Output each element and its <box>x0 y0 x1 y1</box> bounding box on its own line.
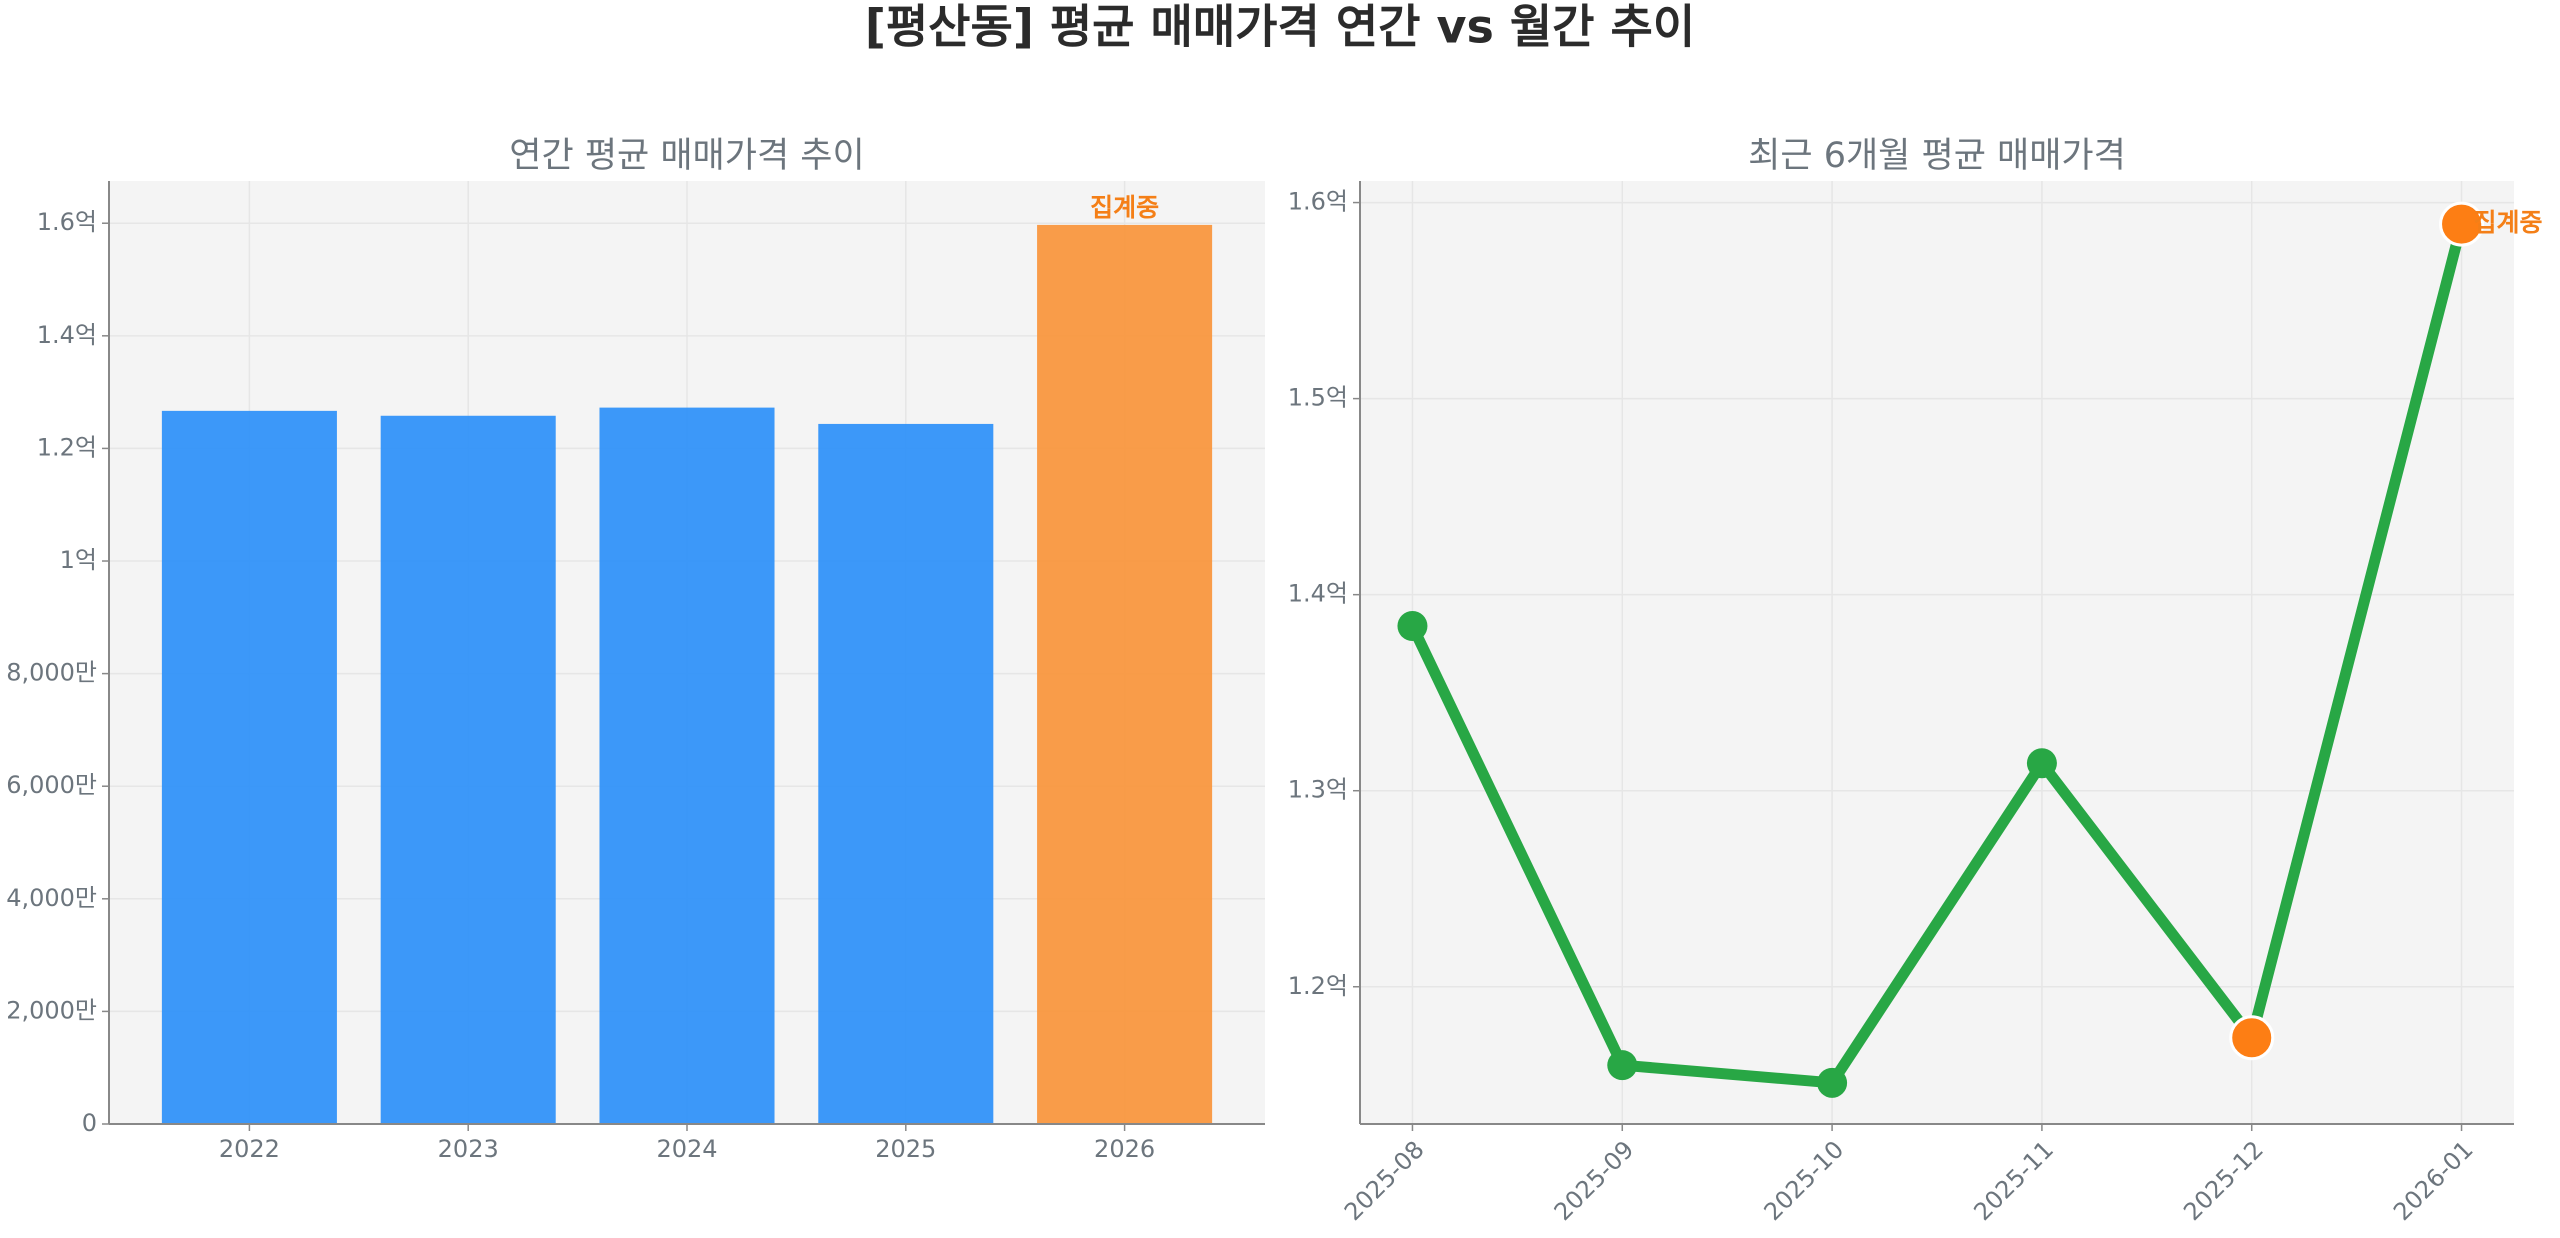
annotation: 집계중 <box>2474 208 2543 237</box>
x-tick-label: 2025-08 <box>1339 1135 1430 1226</box>
marker <box>1607 1050 1638 1081</box>
figure-title: [평산동] 평균 매매가격 연간 vs 월간 추이 <box>865 0 1695 54</box>
x-tick-label: 2024 <box>656 1135 717 1163</box>
y-tick-label: 1.6억 <box>1288 188 1348 216</box>
marker <box>2026 748 2057 779</box>
x-tick-label: 2025-10 <box>1759 1135 1850 1226</box>
line <box>1407 222 2467 1089</box>
subplot: 연간 평균 매매가격 추이 0 2,000만 4,000만 6,000만 8,000만 1억… <box>6 136 1265 1163</box>
marker <box>1397 611 1428 642</box>
y-tick-label: 1.4억 <box>37 321 97 349</box>
y-tick-label: 6,000만 <box>6 771 97 799</box>
y-tick-label: 1.6억 <box>37 208 97 236</box>
marker <box>1817 1067 1848 1098</box>
subplot-title: 연간 평균 매매가격 추이 <box>509 136 864 176</box>
y-tick-label: 1.3억 <box>1288 776 1348 804</box>
y-tick-label: 1.5억 <box>1288 384 1348 412</box>
x-tick-label: 2026 <box>1094 1135 1155 1163</box>
y-tick-label: 4,000만 <box>6 884 97 912</box>
x-tick-label: 2025-09 <box>1549 1135 1640 1226</box>
bar <box>599 407 775 1124</box>
y-tick-label: 0 <box>82 1109 97 1137</box>
bar <box>818 423 994 1124</box>
plot-area <box>1360 181 2514 1124</box>
y-tick-label: 1억 <box>60 546 97 574</box>
x-tick-label: 2023 <box>438 1135 499 1163</box>
y-tick-label: 1.4억 <box>1288 580 1348 608</box>
x-tick-label: 2025 <box>875 1135 936 1163</box>
bar <box>1037 224 1213 1124</box>
subplot-title: 최근 6개월 평균 매매가격 <box>1748 136 2126 176</box>
bar <box>161 410 337 1124</box>
bar <box>380 415 556 1124</box>
annotation: 집계중 <box>1090 193 1159 222</box>
subplot: 최근 6개월 평균 매매가격 1.2억 1.3억 1.4억 1.5억 1.6억 2025-0… <box>1288 136 2543 1226</box>
x-tick-label: 2025-11 <box>1968 1135 2059 1226</box>
marker <box>2439 201 2485 247</box>
y-tick-label: 2,000만 <box>6 996 97 1024</box>
y-tick-label: 8,000만 <box>6 659 97 687</box>
y-tick-label: 1.2억 <box>37 433 97 461</box>
marker <box>2229 1015 2275 1061</box>
x-tick-label: 2025-12 <box>2178 1135 2269 1226</box>
x-tick-label: 2026-01 <box>2388 1135 2479 1226</box>
x-tick-label: 2022 <box>219 1135 280 1163</box>
y-tick-label: 1.2억 <box>1288 972 1348 1000</box>
